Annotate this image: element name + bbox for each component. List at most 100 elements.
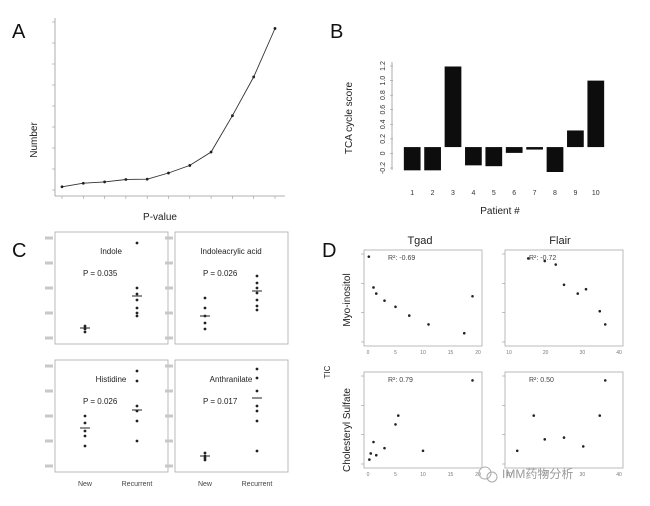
panel-b-bar-chart: TCA cycle score Patient # 1 2 3 4 5 6 7 8 9 10 1.2… (344, 61, 605, 217)
panel-b-x-tick-label: 3 (451, 190, 455, 197)
panel-b-bar (444, 66, 462, 148)
panel-c-point (135, 369, 139, 373)
panel-a-point (231, 114, 234, 118)
wechat-icon-bubble (486, 471, 498, 483)
panel-b-y-tick-label: 0.8 (380, 90, 387, 100)
panel-c-point (203, 321, 207, 325)
panel-d-point (603, 323, 607, 326)
panel-c-point (135, 419, 139, 423)
panel-d-x-tick-label: 20 (475, 472, 481, 478)
panel-letter-d: D (322, 240, 336, 262)
panel-c-point (203, 306, 207, 310)
panel-d-x-tick-label: 10 (506, 350, 512, 356)
panel-d-r2: R²: 0.50 (529, 377, 554, 384)
panel-c-category-label: New (78, 481, 93, 488)
panel-d-point (603, 379, 607, 382)
panel-d-point (532, 414, 536, 417)
panel-b-y-tick-label: 0.6 (380, 105, 387, 115)
panel-d-point (584, 287, 588, 291)
panel-d-correlation-grid: Tgad Flair Myo-inositol Cholesteryl Sulf… (323, 235, 624, 478)
panel-c-p-value: P = 0.017 (203, 397, 238, 406)
panel-d-point (374, 453, 378, 457)
panel-d-point (515, 449, 519, 453)
panel-d-point (471, 294, 474, 298)
panel-a-point (252, 75, 256, 79)
panel-b-x-tick-label: 2 (431, 190, 435, 197)
panel-d-point (427, 323, 430, 326)
panel-d-point (562, 283, 566, 287)
panel-a-y-label: Number (29, 122, 40, 158)
panel-c-point (255, 376, 259, 380)
panel-c-point (135, 292, 139, 296)
panel-d-r2: R²: 0.79 (388, 377, 413, 384)
panel-d-point (471, 379, 474, 382)
panel-c-point (83, 434, 87, 438)
panel-c-title: Anthranilate (210, 375, 253, 384)
panel-d-point (374, 292, 378, 295)
panel-c-indoleacrylic-frame (174, 231, 289, 345)
panel-letter-b: B (330, 21, 343, 43)
wechat-icon (478, 466, 492, 480)
panel-d-point (394, 305, 397, 309)
panel-c-category-label: Recurrent (122, 481, 153, 488)
panel-d-plot-frame-3 (363, 371, 483, 469)
panel-d-point (369, 452, 373, 455)
panel-b-bar (546, 147, 564, 172)
panel-c-point (135, 286, 139, 290)
panel-d-point (598, 414, 602, 417)
panel-b-y-tick-label: 1.2 (380, 61, 387, 71)
panel-c-point (203, 451, 207, 455)
panel-c-point (135, 298, 139, 302)
panel-c-point (255, 298, 259, 302)
panel-d-point (543, 259, 547, 263)
panel-d-point (394, 423, 397, 426)
panel-c-p-value: P = 0.026 (203, 269, 238, 278)
panel-d-col-title-flair: Flair (549, 235, 571, 247)
panel-d-point (396, 414, 400, 417)
panel-b-bar (587, 80, 605, 148)
panel-d-x-tick-label: 0 (367, 350, 370, 356)
panel-d-x-tick-label: 10 (420, 350, 426, 356)
panel-b-x-tick-label: 8 (553, 190, 557, 197)
panel-d-point (562, 436, 566, 439)
panel-b-bar (567, 130, 584, 148)
panel-c-category-label: New (198, 481, 213, 488)
panel-d-point (462, 331, 466, 335)
panel-b-bar (403, 147, 421, 171)
panel-a-point (188, 164, 192, 167)
panel-d-x-tick-label: 40 (616, 472, 622, 478)
panel-b-bar (526, 147, 543, 150)
panel-c-point (135, 439, 139, 443)
panel-c-point (135, 379, 139, 383)
panel-d-x-tick-label: 0 (367, 472, 370, 478)
panel-a-point (167, 171, 170, 175)
panel-c-point (135, 404, 139, 408)
panel-d-x-tick-label: 5 (394, 472, 397, 478)
panel-b-x-tick-label: 9 (573, 190, 577, 197)
panel-a-line (61, 28, 276, 188)
panel-c-point (135, 314, 139, 318)
panel-b-y-tick-label: 0.2 (380, 134, 387, 144)
panel-d-plot-frame-2 (504, 249, 624, 347)
panel-b-bar (465, 147, 482, 166)
panel-a-point (209, 150, 213, 154)
panel-d-plot-frame-4 (504, 371, 624, 469)
watermark: IMM药物分析 (478, 466, 573, 483)
panel-d-point (372, 286, 375, 289)
panel-b-x-tick-label: 5 (492, 190, 496, 197)
panel-d-x-tick-label: 10 (506, 472, 512, 478)
panel-c-point (83, 324, 87, 328)
panel-b-x-tick-label: 1 (410, 190, 414, 197)
panel-c-point (255, 367, 259, 371)
panel-c-point (255, 389, 259, 393)
panel-d-x-tick-label: 20 (475, 350, 481, 356)
panel-a-point (273, 27, 277, 30)
watermark-text: IMM药物分析 (502, 467, 573, 481)
panel-b-x-label: Patient # (480, 206, 520, 217)
panel-b-y-tick-label: -0.2 (380, 162, 387, 174)
panel-d-side-label: TIC (323, 365, 332, 378)
panel-c-title: Indole (100, 247, 122, 256)
panel-c-p-value: P = 0.026 (83, 397, 118, 406)
panel-c-scatter-grid: Indole P = 0.035 Indoleacrylic acid P = 0.0… (45, 231, 289, 488)
panel-c-point (255, 281, 259, 285)
